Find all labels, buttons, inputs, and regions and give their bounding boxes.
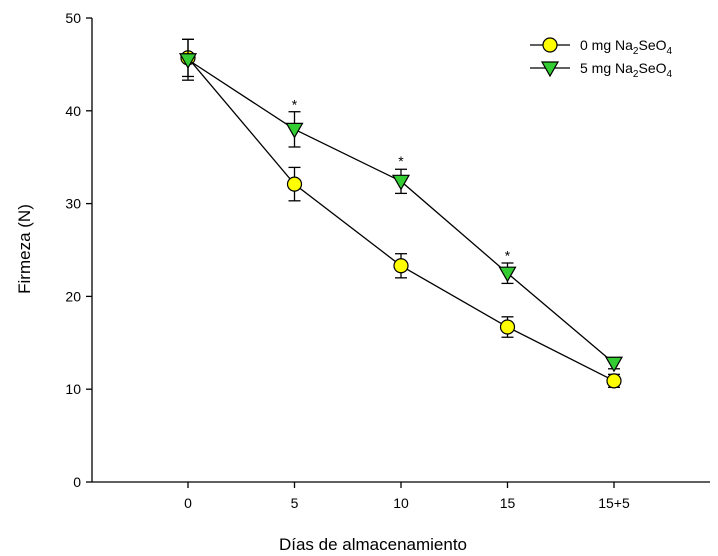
x-axis-title: Días de almacenamiento	[279, 535, 467, 554]
legend-label-part: 4	[667, 46, 673, 57]
plot-area: 0 10 20 30 40 50 0 5 10 15 15+5 * * *	[65, 10, 710, 511]
data-point	[288, 177, 302, 191]
data-point	[501, 320, 515, 334]
significance-marker: *	[505, 248, 511, 264]
series-line	[188, 60, 614, 363]
series-line	[188, 58, 614, 381]
y-axis-title: Firmeza (N)	[15, 204, 34, 294]
legend-entry: 0 mg Na2SeO4	[530, 37, 673, 57]
legend-marker	[543, 38, 557, 52]
y-tick-label: 20	[65, 288, 81, 304]
significance-marker: *	[292, 96, 298, 112]
data-point	[394, 259, 408, 273]
legend-label-part: SeO	[638, 37, 666, 53]
y-tick-label: 10	[65, 381, 81, 397]
x-ticks: 0 5 10 15 15+5	[184, 482, 630, 511]
legend-label-part: SeO	[638, 60, 666, 76]
series-1	[180, 39, 622, 371]
x-tick-label: 15	[500, 495, 516, 511]
y-tick-label: 50	[65, 10, 81, 26]
data-point	[500, 267, 516, 281]
x-tick-label: 10	[393, 495, 409, 511]
legend-entry: 5 mg Na2SeO4	[530, 60, 673, 80]
y-tick-label: 40	[65, 103, 81, 119]
data-point	[287, 123, 303, 137]
legend-label: 5 mg Na2SeO4	[580, 60, 673, 80]
y-tick-label: 0	[73, 474, 81, 490]
x-tick-label: 0	[184, 495, 192, 511]
legend-marker	[542, 62, 558, 76]
legend-label-part: 4	[667, 69, 673, 80]
legend-label-part: 5 mg Na	[580, 60, 633, 76]
x-tick-label: 5	[291, 495, 299, 511]
legend-label-part: 0 mg Na	[580, 37, 633, 53]
significance-marker: *	[398, 153, 404, 169]
data-point	[607, 374, 621, 388]
series-0	[181, 39, 621, 388]
y-ticks: 0 10 20 30 40 50	[65, 10, 92, 490]
x-tick-label: 15+5	[598, 495, 630, 511]
legend-label: 0 mg Na2SeO4	[580, 37, 673, 57]
data-point	[393, 175, 409, 189]
legend: 0 mg Na2SeO4 5 mg Na2SeO4	[530, 37, 673, 80]
series-layer	[180, 39, 622, 388]
y-tick-label: 30	[65, 196, 81, 212]
